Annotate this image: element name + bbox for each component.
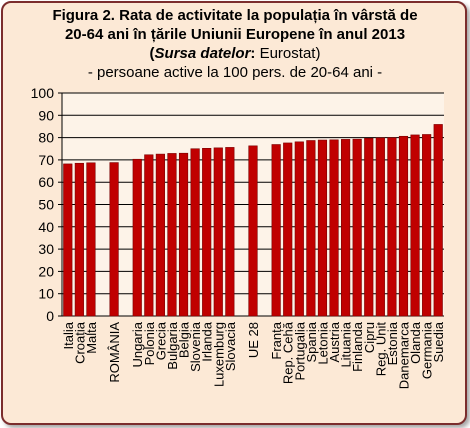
bar	[294, 141, 304, 317]
bar	[341, 139, 351, 317]
x-tick-label: Portugalia	[292, 321, 307, 380]
y-tick-label: 70	[38, 152, 54, 168]
x-tick-label: Croația	[72, 321, 87, 364]
source-line: (Sursa datelor: Eurostat)	[0, 44, 470, 63]
bar	[271, 144, 281, 317]
x-tick-label: Finlanda	[350, 321, 365, 372]
y-tick-label: 50	[38, 197, 54, 213]
chart-title: Figura 2. Rata de activitate la populați…	[0, 6, 470, 82]
source-open: (	[149, 45, 155, 62]
bar	[190, 148, 200, 317]
x-tick-label: Germania	[420, 321, 435, 379]
bar	[283, 142, 293, 317]
bar	[352, 138, 362, 317]
x-tick-label: Irlanda	[200, 321, 215, 362]
bar	[86, 162, 96, 317]
x-tick-label: Danemarca	[396, 321, 411, 389]
x-tick-label: Slovenia	[188, 321, 203, 372]
bar	[433, 124, 443, 317]
y-tick-label: 60	[38, 174, 54, 190]
bar	[178, 152, 189, 317]
bar	[167, 153, 177, 317]
x-tick-label: Estonia	[385, 321, 400, 365]
y-tick-label: 20	[38, 263, 54, 279]
y-tick-label: 30	[38, 241, 54, 257]
source-label: Sursa datelor	[154, 45, 251, 62]
bar	[387, 137, 397, 317]
title-line-1: Figura 2. Rata de activitate la populați…	[52, 7, 418, 24]
x-tick-label: Olanda	[408, 321, 423, 364]
x-tick-label: Franța	[269, 321, 284, 359]
x-tick-label: Italia	[61, 321, 76, 349]
y-tick-label: 100	[31, 85, 55, 101]
y-tick-label: 0	[46, 308, 54, 324]
x-tick-label: UE 28	[246, 322, 261, 358]
y-tick-label: 80	[38, 130, 54, 146]
bar	[109, 162, 119, 317]
bar	[144, 154, 154, 317]
y-tick-label: 90	[38, 107, 54, 123]
bar	[410, 134, 420, 317]
bar	[63, 163, 73, 317]
x-tick-label: Polonia	[142, 321, 157, 365]
bar	[225, 147, 235, 317]
bar	[306, 140, 316, 317]
x-tick-label: Belgia	[177, 321, 192, 358]
x-tick-label: Letonia	[315, 321, 330, 364]
bar	[155, 153, 165, 317]
source-colon: :	[250, 45, 256, 62]
x-tick-label: Rep. Cehă	[281, 321, 296, 384]
x-tick-label: Cipru	[362, 322, 377, 353]
title-line-2: 20-64 ani în țările Uniunii Europene în …	[64, 26, 406, 43]
bar	[132, 158, 142, 317]
x-tick-label: Slovacia	[223, 321, 238, 371]
bar	[213, 147, 223, 317]
source-value: Eurostat)	[255, 45, 321, 62]
bar	[329, 139, 339, 317]
bar	[364, 137, 374, 317]
chart-subtitle: - persoane active la 100 pers. de 20-64 …	[87, 64, 383, 81]
x-tick-label: Malta	[84, 321, 99, 354]
x-tick-label: Austria	[327, 321, 342, 362]
x-tick-label: Reg. Unit	[373, 322, 388, 377]
x-tick-label: Grecia	[153, 321, 168, 360]
x-tick-label: ROMÂNIA	[107, 322, 122, 383]
bar	[202, 148, 212, 317]
x-tick-label: Luxemburg	[211, 322, 226, 387]
x-tick-label: Ungaria	[130, 321, 145, 367]
bar	[398, 135, 409, 317]
bar	[248, 145, 258, 317]
x-tick-label: Suedia	[431, 321, 446, 362]
bar	[74, 162, 84, 317]
x-tick-label: Lituania	[339, 321, 354, 367]
x-tick-label: Bulgaria	[165, 321, 180, 369]
y-tick-label: 40	[38, 219, 54, 235]
y-tick-label: 10	[38, 286, 54, 302]
bar	[375, 137, 385, 317]
x-tick-label: Spania	[304, 321, 319, 362]
bar	[317, 139, 328, 317]
bar	[422, 134, 432, 317]
